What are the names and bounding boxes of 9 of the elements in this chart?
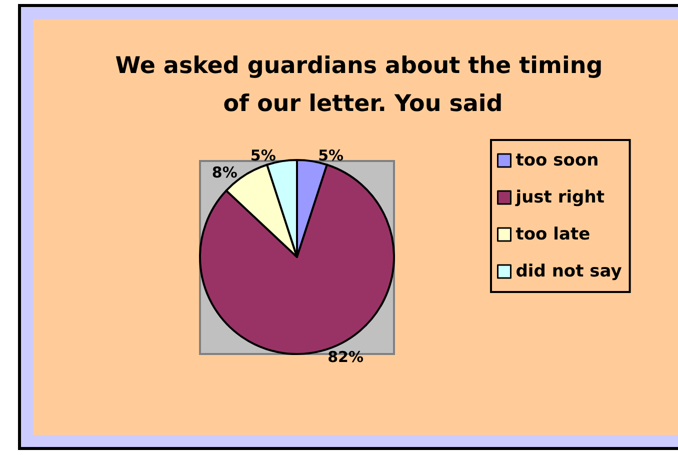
data-label: 8% — [212, 163, 238, 182]
chart-title: We asked guardians about the timing of our letter. You said — [115, 53, 611, 117]
data-label: 82% — [328, 348, 364, 366]
legend-label: just right — [514, 188, 604, 208]
legend-label: too late — [516, 224, 590, 244]
legend-label: did not say — [516, 262, 622, 282]
data-label: 5% — [318, 146, 344, 164]
data-label: 5% — [250, 146, 276, 164]
legend-label: too soon — [516, 150, 599, 170]
